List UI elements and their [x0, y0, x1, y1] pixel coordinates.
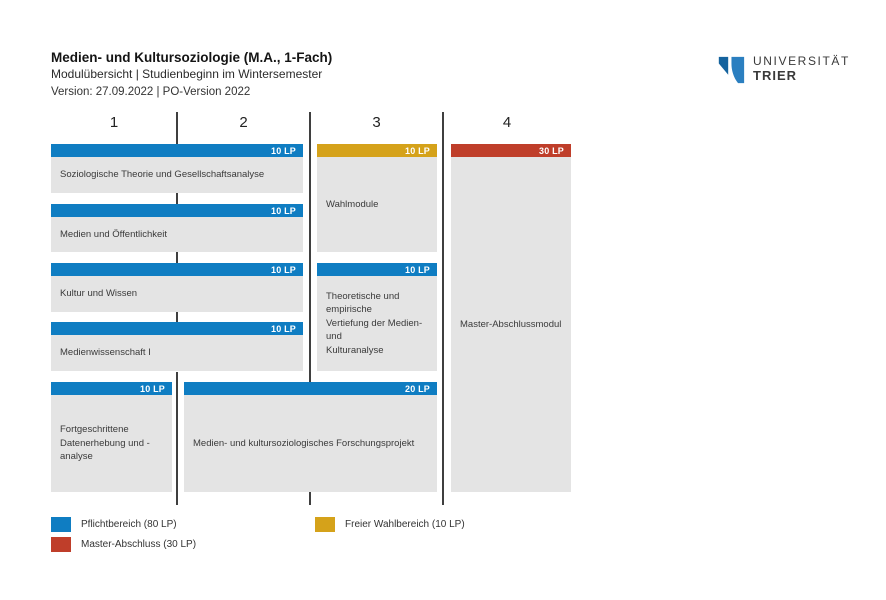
- module-name: Fortgeschrittene Datenerhebung und -anal…: [60, 424, 150, 463]
- column-divider-tick: [176, 308, 178, 325]
- module-card: 10 LP Soziologische Theorie und Gesellsc…: [51, 144, 303, 193]
- module-card: 30 LP Master-Abschlussmodul: [451, 144, 571, 492]
- module-lp-bar: 20 LP: [184, 382, 437, 395]
- university-trier-logo-icon: [718, 56, 745, 84]
- semester-column-header-1: 1: [109, 114, 119, 131]
- legend-swatch-gold: [315, 517, 335, 532]
- legend-label: Pflichtbereich (80 LP): [81, 519, 177, 530]
- module-lp-label: 10 LP: [270, 205, 296, 216]
- legend-item-pflichtbereich: Pflichtbereich (80 LP): [51, 517, 177, 532]
- column-divider-line: [309, 112, 311, 382]
- legend-label: Freier Wahlbereich (10 LP): [345, 519, 465, 530]
- module-lp-bar: 10 LP: [317, 144, 437, 157]
- legend-item-master-abschluss: Master-Abschluss (30 LP): [51, 537, 196, 552]
- module-card: 10 LP Kultur und Wissen: [51, 263, 303, 312]
- column-divider-line: [176, 372, 178, 505]
- logo-text-line1: UNIVERSITÄT: [753, 54, 850, 68]
- legend-label: Master-Abschluss (30 LP): [81, 539, 197, 550]
- module-name: Theoretische und empirische Vertiefung d…: [326, 290, 423, 356]
- page-subtitle: Modulübersicht | Studienbeginn im Winter…: [51, 67, 323, 81]
- module-lp-label: 10 LP: [139, 383, 165, 394]
- module-name: Medienwissenschaft I: [60, 347, 151, 359]
- module-lp-label: 30 LP: [538, 145, 564, 156]
- module-name: Medien und Öffentlichkeit: [60, 228, 168, 240]
- column-divider-tick: [176, 190, 178, 207]
- module-lp-label: 10 LP: [270, 264, 296, 275]
- logo-text-line2: TRIER: [753, 68, 797, 83]
- module-lp-label: 10 LP: [270, 323, 296, 334]
- module-lp-bar: 10 LP: [51, 263, 303, 276]
- module-name: Medien- und kultursoziologisches Forschu…: [193, 437, 415, 449]
- university-logo: UNIVERSITÄT TRIER: [716, 54, 850, 86]
- module-lp-bar: 30 LP: [451, 144, 571, 157]
- module-lp-label: 10 LP: [404, 264, 430, 275]
- module-lp-bar: 10 LP: [51, 204, 303, 217]
- logo-text: UNIVERSITÄT TRIER: [753, 54, 850, 83]
- module-card: 20 LP Medien- und kultursoziologisches F…: [184, 382, 437, 492]
- module-name: Wahlmodule: [326, 198, 379, 210]
- module-name: Kultur und Wissen: [60, 288, 138, 300]
- module-lp-bar: 10 LP: [51, 322, 303, 335]
- semester-column-header-2: 2: [239, 114, 248, 131]
- module-card: 10 LP Theoretische und empirische Vertie…: [317, 263, 437, 371]
- module-card: 10 LP Fortgeschrittene Datenerhebung und…: [51, 382, 172, 492]
- legend-item-freier-wahlbereich: Freier Wahlbereich (10 LP): [315, 517, 465, 532]
- column-divider-tick: [309, 492, 311, 505]
- legend-swatch-blue: [51, 517, 71, 532]
- module-lp-label: 20 LP: [404, 383, 430, 394]
- module-card: 10 LP Wahlmodule: [317, 144, 437, 252]
- module-name: Soziologische Theorie und Gesellschaftsa…: [60, 169, 265, 181]
- semester-column-header-3: 3: [372, 114, 381, 131]
- module-lp-bar: 10 LP: [317, 263, 437, 276]
- module-lp-bar: 10 LP: [51, 382, 172, 395]
- module-lp-label: 10 LP: [404, 145, 430, 156]
- semester-column-header-4: 4: [502, 114, 512, 131]
- column-divider-tick: [176, 249, 178, 266]
- module-card: 10 LP Medien und Öffentlichkeit: [51, 204, 303, 252]
- module-name: Master-Abschlussmodul: [460, 318, 562, 330]
- column-divider-line: [442, 112, 444, 505]
- version-info: Version: 27.09.2022 | PO-Version 2022: [51, 86, 251, 98]
- column-divider-tick: [176, 112, 178, 144]
- module-lp-label: 10 LP: [270, 145, 296, 156]
- module-card: 10 LP Medienwissenschaft I: [51, 322, 303, 371]
- legend-swatch-red: [51, 537, 71, 552]
- module-lp-bar: 10 LP: [51, 144, 303, 157]
- page-title: Medien- und Kultursoziologie (M.A., 1-Fa…: [51, 50, 333, 65]
